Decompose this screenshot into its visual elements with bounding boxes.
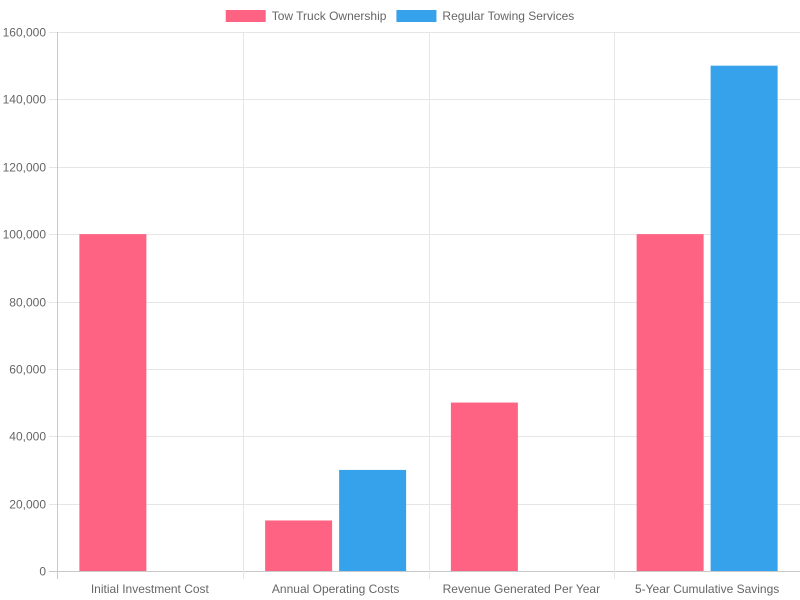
x-tick-label: 5-Year Cumulative Savings [635, 582, 779, 596]
axes: 0 20,000 40,000 60,000 80,000 100,000 120,000 1… [3, 26, 780, 597]
y-tick-label: 160,000 [3, 26, 47, 40]
legend-swatch[interactable] [396, 10, 437, 22]
y-tick-label: 20,000 [9, 498, 46, 512]
y-tick-label: 40,000 [9, 430, 46, 444]
y-tick-label: 60,000 [9, 363, 46, 377]
bar-tow-truck-ownership [265, 520, 333, 571]
bar-regular-towing-services [339, 469, 407, 571]
bar-tow-truck-ownership [450, 402, 518, 571]
x-tick-label: Revenue Generated Per Year [443, 582, 600, 596]
bar-tow-truck-ownership [79, 234, 147, 571]
y-tick-label: 100,000 [3, 228, 47, 242]
bar-tow-truck-ownership [636, 234, 704, 571]
legend-label[interactable]: Tow Truck Ownership [272, 9, 387, 23]
x-tick-label: Annual Operating Costs [272, 582, 399, 596]
legend-swatch[interactable] [225, 10, 266, 22]
legend: Tow Truck Ownership Regular Towing Servic… [225, 9, 574, 23]
y-tick-label: 120,000 [3, 161, 47, 175]
y-tick-label: 0 [39, 565, 46, 579]
x-tick-label: Initial Investment Cost [91, 582, 210, 596]
y-tick-label: 140,000 [3, 93, 47, 107]
y-tick-label: 80,000 [9, 296, 46, 310]
bars [79, 65, 778, 571]
grid [49, 32, 800, 579]
legend-label[interactable]: Regular Towing Services [442, 9, 574, 23]
bar-regular-towing-services [710, 65, 778, 571]
